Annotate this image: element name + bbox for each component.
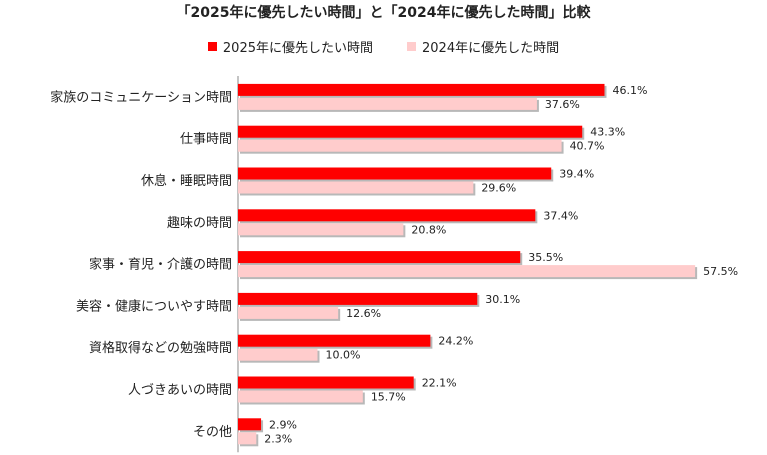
category-label: その他 xyxy=(193,425,232,440)
bar-2025 xyxy=(238,125,583,138)
data-label: 30.1% xyxy=(485,293,520,306)
bar-2025 xyxy=(238,418,262,431)
bar-2025 xyxy=(238,292,478,305)
data-label: 35.5% xyxy=(528,251,563,264)
category-label: 趣味の時間 xyxy=(167,216,232,231)
legend-item-2025: 2025年に優先したい時間 xyxy=(207,37,373,56)
bar-2024 xyxy=(238,390,363,403)
data-label: 22.1% xyxy=(422,377,457,390)
bar-2024 xyxy=(238,265,696,278)
bar-2024 xyxy=(238,139,562,152)
bar-2025 xyxy=(238,167,552,180)
category-label: 資格取得などの勉強時間 xyxy=(89,340,232,356)
data-label: 2.3% xyxy=(264,432,292,445)
data-label: 46.1% xyxy=(612,84,647,97)
bar-2025 xyxy=(238,376,414,389)
data-label: 29.6% xyxy=(481,182,516,195)
bar-2025 xyxy=(238,209,536,222)
bar-2025 xyxy=(238,83,605,96)
category-label: 美容・健康についやす時間 xyxy=(76,298,232,314)
legend-label-2024: 2024年に優先した時間 xyxy=(422,41,560,56)
legend-swatch-2025 xyxy=(207,42,217,51)
data-label: 37.4% xyxy=(543,209,578,222)
legend-item-2024: 2024年に優先した時間 xyxy=(407,37,559,56)
data-label: 57.5% xyxy=(703,265,738,278)
category-label: 人づきあいの時間 xyxy=(128,383,232,398)
data-label: 2.9% xyxy=(269,418,297,431)
category-label: 休息・睡眠時間 xyxy=(141,173,232,189)
legend-label-2025: 2025年に優先したい時間 xyxy=(222,41,373,56)
legend: 2025年に優先したい時間 2024年に優先した時間 xyxy=(0,37,767,56)
bar-2024 xyxy=(238,348,318,361)
bar-2025 xyxy=(238,334,431,347)
chart-title: 「2025年に優先したい時間」と「2024年に優先した時間」比較 xyxy=(176,5,591,21)
data-label: 12.6% xyxy=(346,307,381,320)
bar-2024 xyxy=(238,432,257,445)
data-label: 15.7% xyxy=(371,391,406,404)
category-label: 仕事時間 xyxy=(180,132,232,147)
data-label: 40.7% xyxy=(570,140,605,153)
bar-2025 xyxy=(238,251,521,264)
data-label: 39.4% xyxy=(559,168,594,181)
bar-2024 xyxy=(238,306,339,319)
bar-2024 xyxy=(238,181,474,194)
data-label: 37.6% xyxy=(545,98,580,111)
data-label: 43.3% xyxy=(590,126,625,139)
bar-2024 xyxy=(238,97,537,110)
data-label: 24.2% xyxy=(438,335,473,348)
data-label: 20.8% xyxy=(411,223,446,236)
bar-2024 xyxy=(238,223,404,236)
legend-swatch-2024 xyxy=(407,42,416,51)
category-label: 家族のコミュニケーション時間 xyxy=(50,89,232,105)
category-label: 家事・育児・介護の時間 xyxy=(89,257,232,273)
data-label: 10.0% xyxy=(326,349,361,362)
